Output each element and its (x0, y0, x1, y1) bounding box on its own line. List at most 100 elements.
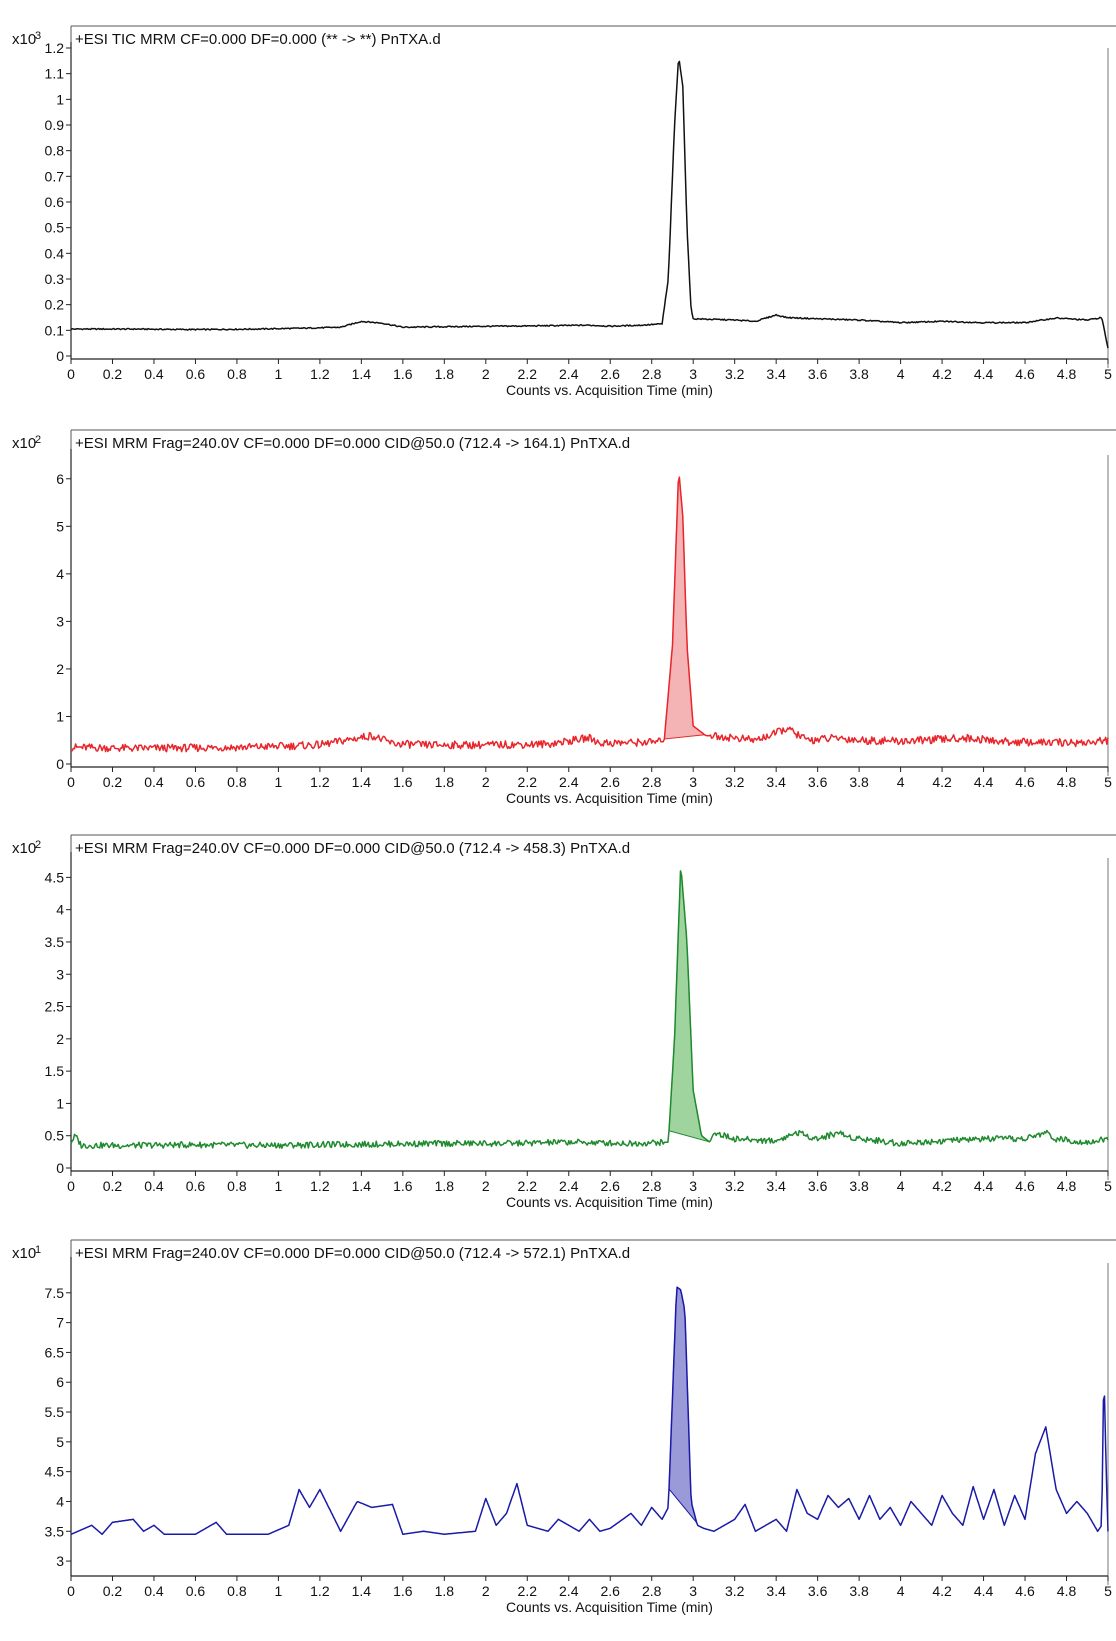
y-tick-label: 0.8 (45, 143, 65, 159)
x-tick-label: 0.8 (227, 1583, 247, 1599)
x-tick-label: 1.8 (435, 366, 455, 382)
x-tick-label: 0.2 (103, 774, 123, 790)
x-tick-label: 1.6 (393, 774, 413, 790)
x-tick-label: 4.6 (1015, 774, 1035, 790)
x-tick-label: 4.4 (974, 1178, 994, 1194)
x-tick-label: 3.4 (766, 1178, 786, 1194)
x-tick-label: 2.8 (642, 1178, 662, 1194)
y-tick-label: 6.5 (45, 1344, 65, 1360)
y-multiplier-label: x10 (12, 31, 36, 48)
x-tick-label: 3.2 (725, 1178, 745, 1194)
y-tick-label: 4 (56, 902, 64, 918)
x-tick-label: 0.8 (227, 774, 247, 790)
x-tick-label: 4.4 (974, 1583, 994, 1599)
y-tick-label: 4.5 (45, 1464, 65, 1480)
x-tick-label: 4.8 (1057, 774, 1077, 790)
x-tick-label: 2.4 (559, 366, 579, 382)
x-tick-label: 1.4 (352, 1583, 372, 1599)
x-tick-label: 0.4 (144, 1178, 164, 1194)
y-tick-label: 2 (56, 1031, 64, 1047)
y-multiplier-exponent: 1 (35, 1244, 41, 1256)
y-tick-label: 0.1 (45, 322, 65, 338)
x-tick-label: 1.2 (310, 1178, 330, 1194)
y-tick-label: 3.5 (45, 1523, 65, 1539)
x-tick-label: 4.4 (974, 774, 994, 790)
y-tick-label: 7.5 (45, 1285, 65, 1301)
x-tick-label: 3.4 (766, 774, 786, 790)
x-tick-label: 2.4 (559, 774, 579, 790)
x-tick-label: 2.2 (518, 366, 538, 382)
x-tick-label: 2.4 (559, 1178, 579, 1194)
x-tick-label: 4.6 (1015, 366, 1035, 382)
x-tick-label: 2.6 (601, 1583, 621, 1599)
x-tick-label: 0 (67, 1178, 75, 1194)
x-tick-label: 4 (897, 1583, 905, 1599)
x-tick-label: 1.2 (310, 1583, 330, 1599)
y-tick-label: 1.1 (45, 66, 65, 82)
x-tick-label: 3.8 (849, 366, 869, 382)
y-tick-label: 7 (56, 1315, 64, 1331)
y-tick-label: 1.2 (45, 40, 65, 56)
x-tick-label: 4.8 (1057, 1178, 1077, 1194)
y-tick-label: 3 (56, 613, 64, 629)
x-tick-label: 4.6 (1015, 1583, 1035, 1599)
x-tick-label: 5 (1104, 1583, 1112, 1599)
x-axis-label: Counts vs. Acquisition Time (min) (506, 382, 713, 398)
x-tick-label: 2.2 (518, 1583, 538, 1599)
x-tick-label: 1.8 (435, 774, 455, 790)
y-tick-label: 3.5 (45, 934, 65, 950)
x-tick-label: 1.2 (310, 366, 330, 382)
x-tick-label: 2.6 (601, 1178, 621, 1194)
x-tick-label: 0 (67, 1583, 75, 1599)
x-tick-label: 2.4 (559, 1583, 579, 1599)
y-tick-label: 5 (56, 518, 64, 534)
x-tick-label: 0.6 (186, 1583, 206, 1599)
x-tick-label: 1.6 (393, 366, 413, 382)
x-tick-label: 4 (897, 1178, 905, 1194)
x-tick-label: 2.2 (518, 774, 538, 790)
x-tick-label: 4 (897, 366, 905, 382)
y-tick-label: 3 (56, 966, 64, 982)
x-tick-label: 2.8 (642, 774, 662, 790)
x-tick-label: 0.8 (227, 1178, 247, 1194)
chromatogram-trace (70, 1286, 1109, 1536)
y-tick-label: 0 (56, 756, 64, 772)
y-tick-label: 2 (56, 661, 64, 677)
x-tick-label: 4.2 (932, 1178, 952, 1194)
x-tick-label: 3.4 (766, 366, 786, 382)
x-tick-label: 0 (67, 366, 75, 382)
y-multiplier-exponent: 3 (35, 30, 41, 42)
x-tick-label: 1.6 (393, 1178, 413, 1194)
x-tick-label: 3.4 (766, 1583, 786, 1599)
x-tick-label: 4.2 (932, 366, 952, 382)
x-tick-label: 2.8 (642, 1583, 662, 1599)
y-tick-label: 3 (56, 1553, 64, 1569)
y-tick-label: 2.5 (45, 999, 65, 1015)
y-tick-label: 4.5 (45, 869, 65, 885)
chromatogram-trace (70, 60, 1109, 349)
x-tick-label: 1 (275, 1178, 283, 1194)
x-tick-label: 0.6 (186, 366, 206, 382)
y-tick-label: 1 (56, 91, 64, 107)
y-tick-label: 4 (56, 566, 64, 582)
y-tick-label: 6 (56, 471, 64, 487)
chromatogram-trace (70, 476, 1109, 753)
y-multiplier-exponent: 2 (35, 839, 41, 851)
x-tick-label: 5 (1104, 1178, 1112, 1194)
x-tick-label: 3.2 (725, 774, 745, 790)
y-tick-label: 6 (56, 1374, 64, 1390)
x-tick-label: 4.8 (1057, 366, 1077, 382)
x-tick-label: 3.6 (808, 1178, 828, 1194)
x-tick-label: 1 (275, 366, 283, 382)
x-tick-label: 1.8 (435, 1583, 455, 1599)
x-tick-label: 4.8 (1057, 1583, 1077, 1599)
y-tick-label: 0.4 (45, 245, 65, 261)
x-tick-label: 2.6 (601, 774, 621, 790)
x-tick-label: 4.2 (932, 1583, 952, 1599)
x-tick-label: 3.6 (808, 1583, 828, 1599)
x-tick-label: 1.4 (352, 774, 372, 790)
y-multiplier-label: x10 (12, 840, 36, 857)
x-tick-label: 3.2 (725, 1583, 745, 1599)
x-tick-label: 3 (689, 1583, 697, 1599)
x-axis-label: Counts vs. Acquisition Time (min) (506, 1599, 713, 1615)
